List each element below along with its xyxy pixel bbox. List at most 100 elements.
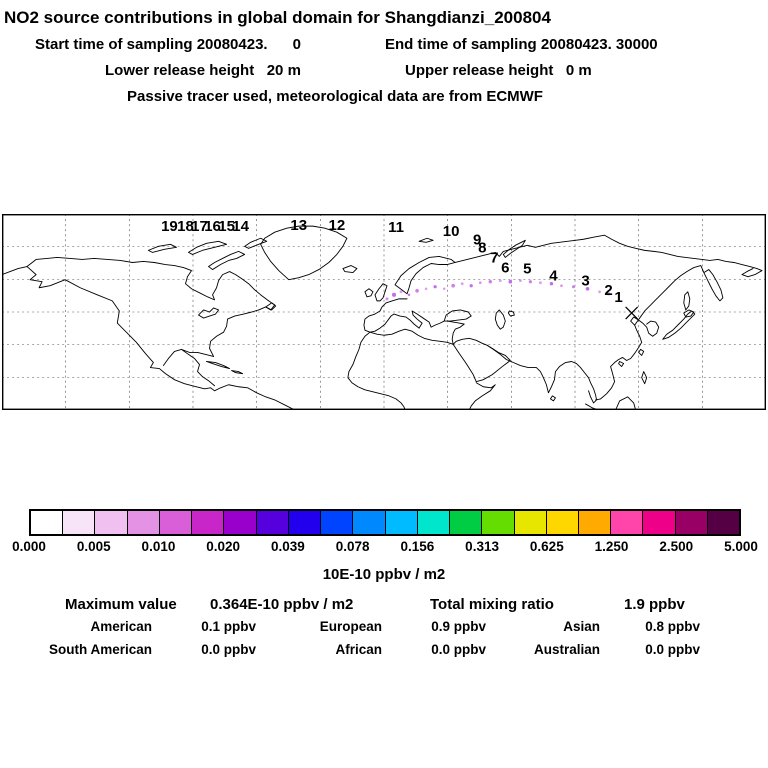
plume-point bbox=[469, 284, 473, 288]
plume-point bbox=[424, 287, 428, 291]
trajectory-hour-label: 19 bbox=[161, 218, 178, 235]
colorbar-tick-label: 1.250 bbox=[594, 539, 629, 554]
trajectory-hour-label: 2 bbox=[604, 282, 612, 299]
colorbar-tick-label: 0.039 bbox=[271, 539, 305, 554]
colorbar-ticks: 0.000 0.005 0.010 0.020 0.039 0.078 0.156 0.313… bbox=[12, 539, 758, 557]
plume-point bbox=[508, 279, 513, 284]
plume-point bbox=[560, 284, 563, 288]
end-time-text: End time of sampling 20080423. 30000 bbox=[385, 36, 658, 53]
trajectory-hour-label: 6 bbox=[501, 260, 509, 277]
plume-point bbox=[460, 282, 464, 286]
colorbar-segment bbox=[707, 511, 740, 534]
plume-layer bbox=[385, 279, 611, 301]
colorbar-tick-label: 0.078 bbox=[335, 539, 370, 554]
colorbar-segment bbox=[256, 511, 289, 534]
plume-point bbox=[451, 283, 455, 288]
trajectory-hour-label: 14 bbox=[232, 218, 249, 235]
colorbar-segment bbox=[353, 511, 386, 534]
colorbar-segment bbox=[417, 511, 451, 534]
map-grid bbox=[2, 214, 766, 410]
contribution-label: South American bbox=[48, 642, 152, 657]
trajectory-hour-label: 4 bbox=[549, 268, 558, 285]
trajectory-hour-label: 12 bbox=[329, 217, 346, 234]
trajectory-hour-label: 7 bbox=[490, 249, 498, 266]
plume-point bbox=[415, 288, 419, 293]
contribution-value: 0.0 ppbv bbox=[201, 642, 256, 657]
colorbar-tick-label: 2.500 bbox=[659, 539, 694, 554]
trajectory-hour-label: 11 bbox=[388, 219, 404, 236]
colorbar-segment bbox=[224, 511, 257, 534]
plume-point bbox=[433, 285, 437, 289]
colorbar-tick-label: 0.005 bbox=[76, 539, 111, 554]
colorbar-segment bbox=[514, 511, 547, 534]
colorbar-tick-label: 0.000 bbox=[12, 539, 46, 554]
contribution-label: Australian bbox=[533, 642, 600, 657]
trajectory-hour-label: 17 bbox=[191, 218, 208, 235]
trajectory-hour-label: 9 bbox=[473, 231, 481, 248]
colorbar-segment bbox=[546, 511, 579, 534]
colorbar-segment bbox=[31, 511, 64, 534]
colorbar-tick-label: 0.313 bbox=[465, 539, 499, 554]
plume-point bbox=[399, 290, 403, 294]
trajectory-hour-label: 10 bbox=[443, 223, 460, 240]
colorbar-segment bbox=[63, 511, 96, 534]
colorbar bbox=[29, 509, 741, 536]
colorbar-segment bbox=[578, 511, 612, 534]
plume-point bbox=[488, 279, 492, 284]
colorbar-tick-label: 0.625 bbox=[529, 539, 564, 554]
max-value-label: Maximum value bbox=[65, 596, 177, 613]
contribution-value: 0.1 ppbv bbox=[201, 619, 256, 634]
plume-point bbox=[539, 281, 542, 285]
contribution-value: 0.0 ppbv bbox=[645, 642, 700, 657]
colorbar-tick-label: 0.020 bbox=[206, 539, 241, 554]
plot-title: NO2 source contributions in global domai… bbox=[4, 8, 551, 27]
colorbar-segment bbox=[675, 511, 708, 534]
world-map: 19 18 17 16 15 14 13 12 11 10 9 8 7 6 5 4 3 2 1 bbox=[2, 214, 766, 410]
contribution-label: Asian bbox=[563, 619, 600, 634]
trajectory-hour-label: 15 bbox=[218, 218, 235, 235]
colorbar-segment bbox=[127, 511, 160, 534]
total-mixing-ratio-value: 1.9 ppbv bbox=[624, 596, 685, 613]
colorbar-tick-label: 0.156 bbox=[400, 539, 435, 554]
max-value: 0.364E-10 ppbv / m2 bbox=[210, 596, 354, 613]
lower-release-text: Lower release height 20 m bbox=[105, 62, 301, 79]
colorbar-segment bbox=[643, 511, 676, 534]
contribution-value: 0.0 ppbv bbox=[431, 642, 486, 657]
contribution-label: African bbox=[335, 642, 382, 657]
trajectory-hour-label: 1 bbox=[614, 289, 622, 306]
plume-point bbox=[528, 280, 532, 284]
plume-point bbox=[549, 281, 554, 286]
colorbar-tick-label: 0.010 bbox=[141, 539, 176, 554]
contribution-label: American bbox=[90, 619, 152, 634]
plume-point bbox=[498, 279, 502, 283]
colorbar-segment bbox=[482, 511, 515, 534]
upper-release-text: Upper release height 0 m bbox=[405, 62, 592, 79]
station-marker bbox=[625, 306, 639, 320]
trajectory-hour-label: 18 bbox=[177, 218, 194, 235]
colorbar-segment bbox=[95, 511, 128, 534]
tracer-info-text: Passive tracer used, meteorological data… bbox=[127, 88, 543, 105]
map-border bbox=[2, 214, 766, 410]
colorbar-segment bbox=[321, 511, 354, 534]
contribution-value: 0.9 ppbv bbox=[431, 619, 486, 634]
colorbar-segment bbox=[450, 511, 483, 534]
colorbar-tick-label: 5.000 bbox=[724, 539, 758, 554]
trajectory-hour-label: 5 bbox=[523, 261, 531, 278]
trajectory-hour-label: 13 bbox=[290, 217, 307, 234]
plume-point bbox=[606, 292, 611, 296]
colorbar-segment bbox=[192, 511, 225, 534]
contribution-label: European bbox=[319, 619, 382, 634]
trajectory-hour-label: 8 bbox=[478, 239, 486, 256]
plume-point bbox=[571, 285, 575, 289]
plume-point bbox=[585, 286, 590, 291]
colorbar-block: 0.000 0.005 0.010 0.020 0.039 0.078 0.156 0.313… bbox=[12, 509, 758, 557]
total-mixing-ratio-label: Total mixing ratio bbox=[430, 596, 554, 613]
contribution-grid: American 0.1 ppbv European 0.9 ppbv Asian 0.8… bbox=[44, 619, 700, 657]
plume-point bbox=[478, 281, 482, 285]
trajectory-hour-label: 16 bbox=[204, 218, 221, 235]
plume-point bbox=[392, 292, 397, 297]
colorbar-segment bbox=[159, 511, 193, 534]
